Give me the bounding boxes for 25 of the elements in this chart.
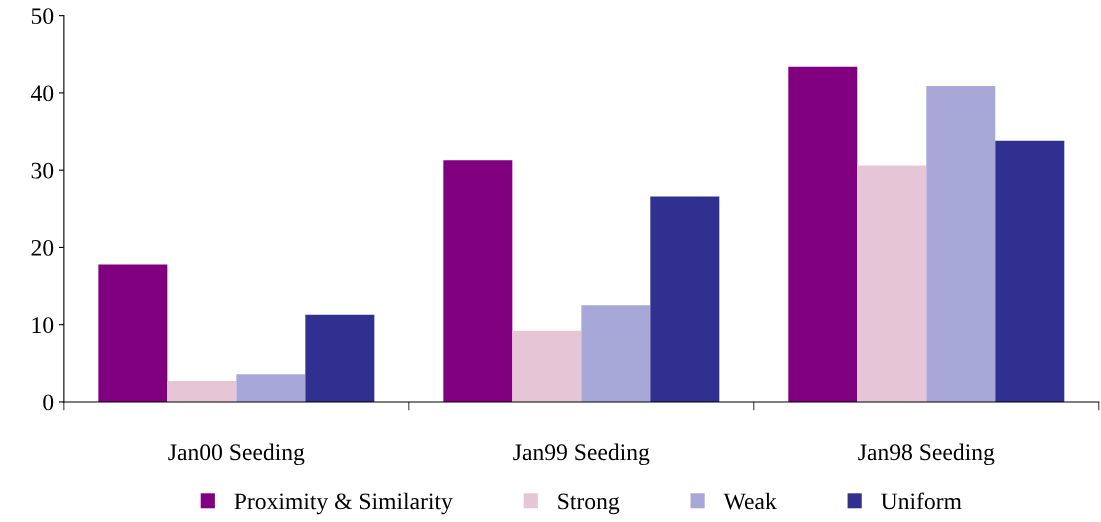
bar xyxy=(98,264,168,402)
y-tick-label: 30 xyxy=(31,162,54,179)
bar xyxy=(788,66,858,402)
bar xyxy=(305,314,375,402)
bar xyxy=(512,330,582,402)
bar xyxy=(236,374,306,402)
y-tick-label: 40 xyxy=(30,85,54,102)
legend-label: Strong xyxy=(558,493,620,515)
x-tick-label: Jan98 Seeding xyxy=(858,443,995,466)
bar xyxy=(926,85,996,402)
y-tick-label: 20 xyxy=(31,239,54,256)
bar xyxy=(581,305,651,402)
bar xyxy=(167,381,237,402)
bar xyxy=(995,140,1065,402)
y-tick-label: 50 xyxy=(31,8,54,25)
legend-label: Weak xyxy=(723,492,777,510)
x-tick-label: Jan00 Seeding xyxy=(168,443,305,466)
y-tick-label: 10 xyxy=(32,317,54,334)
bar xyxy=(443,160,513,402)
x-tick-label: Jan99 Seeding xyxy=(513,443,650,466)
legend-label: Uniform xyxy=(881,492,962,510)
bar xyxy=(857,165,927,402)
bar xyxy=(650,196,720,402)
y-tick-label: 0 xyxy=(43,394,54,411)
legend-label: Proximity & Similarity xyxy=(234,492,453,515)
